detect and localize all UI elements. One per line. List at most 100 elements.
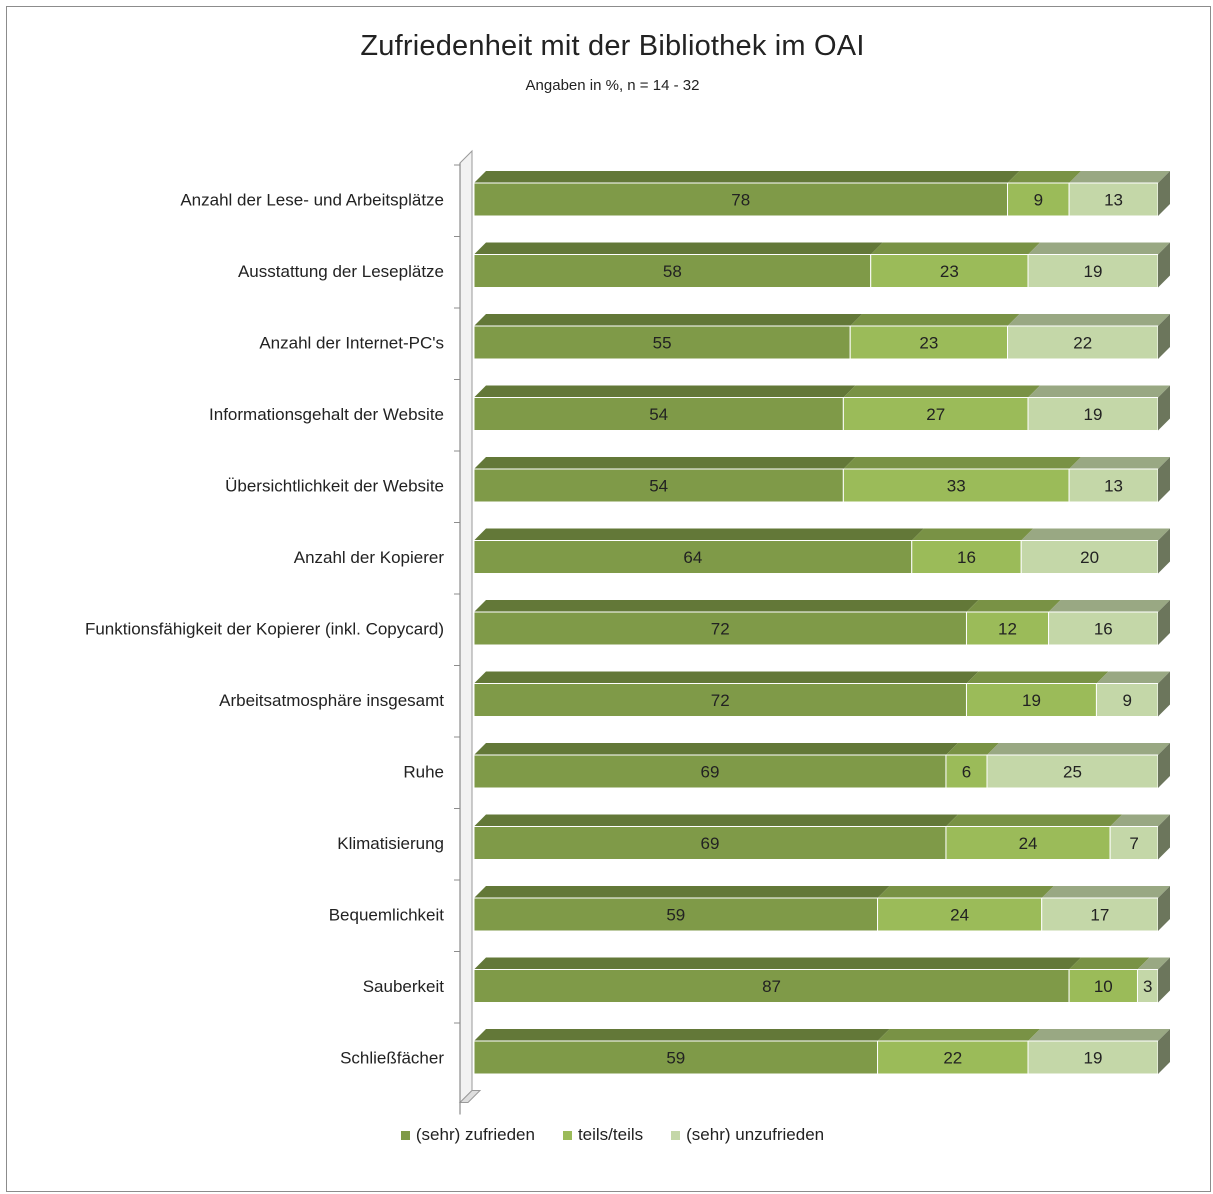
bar-segment [1007,182,1070,217]
chart-title: Zufriedenheit mit der Bibliothek im OAI [360,30,865,62]
bar-top-face [843,385,1041,398]
category-label: Arbeitsatmosphäre insgesamt [219,691,444,710]
bar-top-face [474,528,924,541]
bar-segment [473,683,967,717]
legend-label-teils: teils/teils [577,1125,644,1144]
bar-segment [473,754,947,789]
axis-floor [458,1090,482,1103]
bar-top-face [1041,886,1170,898]
bar-top-face [870,242,1041,255]
bar-top-face [474,1029,890,1041]
bar-side-face [1158,171,1170,216]
bar-side-face [1158,743,1170,788]
bar-top-face [1028,1029,1170,1041]
bar-segment [1068,969,1138,1003]
data-label: 6 [962,763,971,782]
bar-segment [473,897,879,932]
bar-top-face [474,671,979,684]
bar-top-face [850,314,1020,326]
bar-side-face [1158,886,1170,931]
bar-top-face [1069,457,1170,469]
bar-top-face [474,814,958,827]
bar-top-face [474,957,1082,970]
data-label: 9 [1034,191,1043,210]
bar-segment [1020,540,1159,574]
bar-top-face [474,743,958,755]
bar-top-face [1048,600,1170,612]
chart-subtitle: Angaben in %, n = 14 - 32 [525,77,700,94]
category-label: Schließfächer [340,1049,444,1068]
bar-top-face [1069,957,1150,970]
bar-top-face [911,528,1034,541]
bar-segment [1095,683,1159,717]
bar-top-face [843,457,1082,469]
bar-top-face [1007,171,1082,183]
category-label: Bequemlichkeit [329,906,445,925]
data-label: 24 [1019,834,1038,853]
legend-label-unzufrieden: (sehr) unzufrieden [686,1125,825,1144]
bar-top-face [1069,171,1170,183]
bar-segment [473,325,851,360]
data-label: 10 [1094,977,1113,996]
data-label: 87 [762,977,781,996]
data-label: 23 [940,262,959,281]
bar-segment [965,611,1050,646]
bar-segment [986,754,1159,789]
data-label: 25 [1063,763,1082,782]
bar-segment [473,182,1009,217]
bar-side-face [1158,528,1170,574]
data-label: 19 [1084,262,1103,281]
category-label: Übersichtlichkeit der Website [225,477,444,496]
data-label: 3 [1143,977,1152,996]
legend-swatch-unzufrieden [671,1130,681,1140]
bar-side-face [1158,242,1170,288]
bar-top-face [1137,957,1170,970]
bar-top-face [945,743,999,755]
data-label: 13 [1104,191,1123,210]
data-label: 19 [1022,691,1041,710]
bar-top-face [474,314,863,326]
bar-segment [1027,397,1159,431]
data-label: 22 [943,1049,962,1068]
bar-side-face [1158,314,1170,359]
data-label: 58 [663,262,682,281]
data-label: 72 [711,620,730,639]
data-label: 33 [947,477,966,496]
bar-side-face [1158,957,1170,1003]
bar-top-face [987,743,1170,755]
legend-item-zufrieden: (sehr) zufrieden [400,1125,535,1145]
bar-segment [965,683,1097,717]
category-label: Anzahl der Kopierer [294,548,445,567]
legend-swatch-teils [562,1130,572,1140]
bar-top-face [1021,528,1170,541]
axis-wall [459,149,473,1104]
bar-segment [1007,325,1159,360]
legend-item-unzufrieden: (sehr) unzufrieden [671,1125,824,1145]
data-label: 54 [649,477,668,496]
bar-top-face [1028,242,1170,255]
bar-segment [473,254,872,288]
data-label: 59 [666,906,685,925]
bar-top-face [474,385,856,398]
data-label: 69 [701,834,720,853]
bar-side-face [1158,671,1170,717]
bar-segment [877,1040,1029,1075]
category-label: Funktionsfähigkeit der Kopierer (inkl. C… [85,620,444,639]
bar-side-face [1158,385,1170,431]
data-label: 9 [1122,691,1131,710]
data-label: 16 [1094,620,1113,639]
bar-top-face [474,457,856,469]
legend-item-teils: teils/teils [562,1125,644,1145]
data-label: 78 [731,191,750,210]
bar-top-face [474,600,979,612]
legend-label-zufrieden: (sehr) zufrieden [415,1125,535,1144]
bar-side-face [1158,814,1170,860]
data-label: 23 [919,334,938,353]
bar-segment [1027,1040,1159,1075]
bar-top-face [877,886,1054,898]
data-label: 24 [950,906,969,925]
data-label: 72 [711,691,730,710]
bar-top-face [474,171,1020,183]
bar-segment [842,397,1029,431]
category-label: Sauberkeit [363,977,445,996]
